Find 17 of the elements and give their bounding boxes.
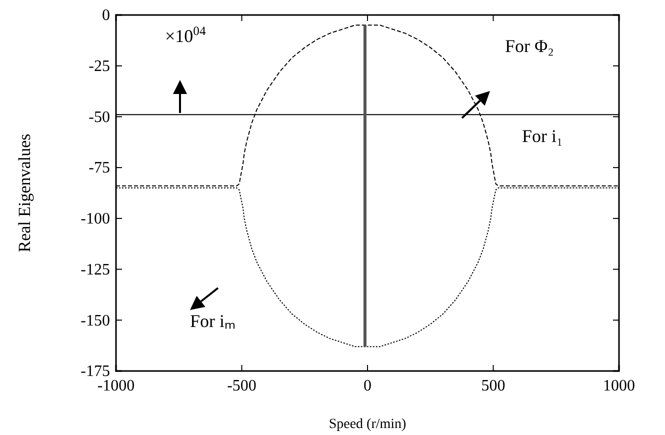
x-tick-label: 1000 <box>603 377 635 394</box>
y-tick-label: -75 <box>88 160 110 177</box>
y-tick-label: -150 <box>80 312 110 330</box>
x-tick-label: 0 <box>364 377 372 394</box>
annotation: For i₁ <box>522 126 563 146</box>
y-tick-label: -50 <box>88 108 110 126</box>
x-axis-title: Speed (r/min) <box>328 417 407 432</box>
y-axis-title: Real Eigenvalues <box>15 134 34 252</box>
y-tick-label: 0 <box>102 7 110 24</box>
y-tick-label: -125 <box>80 261 110 278</box>
annotation: ×10$^{04}$ <box>165 24 206 46</box>
x-tick-label: 500 <box>481 377 506 394</box>
annotation: For iₘ <box>190 311 236 331</box>
x-tick-label: -500 <box>227 377 256 394</box>
annotation: For Φ₂ <box>505 36 554 56</box>
y-tick-label: -100 <box>80 210 110 228</box>
y-tick-label: -25 <box>88 58 110 75</box>
